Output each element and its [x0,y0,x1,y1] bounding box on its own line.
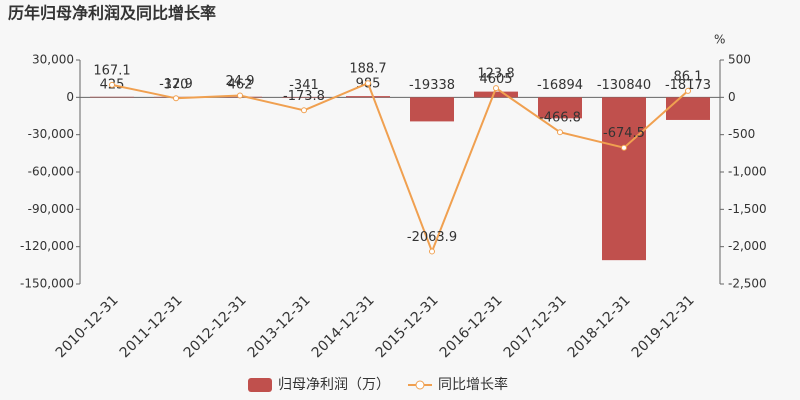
x-tick-label: 2011-12-31 [117,292,186,361]
y2-tick-label: -1,500 [728,202,767,216]
line-point [685,87,691,94]
line-value-label: 123.8 [477,67,514,82]
line-value-label: -12.9 [159,77,193,92]
bar-value-label: -341 [289,78,319,93]
bar [474,91,518,98]
bar [346,96,390,98]
chart-title: 历年归母净利润及同比增长率 [8,4,216,23]
line-value-label: 24.9 [226,74,255,89]
y2-tick-label: -2,500 [728,277,767,291]
x-tick-label: 2019-12-31 [629,292,698,361]
y2-tick-label: 500 [728,53,751,67]
bar [410,97,454,122]
bar-value-label: -130840 [597,78,651,93]
x-tick-label: 2010-12-31 [53,292,122,361]
line-point [365,80,371,87]
y-tick-label: -30,000 [28,127,74,141]
y-tick-label: -120,000 [20,239,74,253]
line-value-label: 188.7 [349,62,386,77]
x-tick-label: 2017-12-31 [501,292,570,361]
x-tick-label: 2016-12-31 [437,292,506,361]
bar-value-label: -19338 [409,78,455,93]
bar [602,97,646,261]
line [111,81,689,255]
legend-label: 归母净利润（万） [278,376,390,393]
x-tick-label: 2015-12-31 [373,292,442,361]
y-tick-label: -60,000 [28,165,74,179]
x-tick-label: 2014-12-31 [309,292,378,361]
line-value-label: -674.5 [603,126,645,141]
line-point [621,144,627,151]
line-point [557,129,563,136]
y2-tick-label: -1,000 [728,165,767,179]
line-point [493,85,499,92]
bar [538,97,582,119]
bar [666,97,710,120]
y2-tick-label: -2,000 [728,239,767,253]
bar-value-label: -18173 [665,78,711,93]
bar [90,96,134,98]
x-tick-label: 2013-12-31 [245,292,314,361]
line-point [109,81,115,88]
y2-tick-label: 0 [728,90,736,104]
bar-value-label: 4605 [479,72,512,87]
line-value-label: -173.8 [283,89,325,104]
x-tick-label: 2012-12-31 [181,292,250,361]
bar-value-label: 370 [164,77,189,92]
y-tick-label: -150,000 [20,277,74,291]
line-point [237,92,243,99]
y2-unit: % [714,33,725,47]
legend-label: 同比增长率 [438,376,508,393]
line-point [173,95,179,102]
line-value-label: 86.1 [674,69,703,84]
x-tick-label: 2018-12-31 [565,292,634,361]
line-value-label: 167.1 [93,63,130,78]
y2-tick-label: -500 [728,127,755,141]
legend-swatch [415,380,425,390]
line-point [429,248,435,255]
bar-value-label: 462 [228,77,253,92]
y-tick-label: 30,000 [32,53,74,67]
y-tick-label: 0 [66,90,74,104]
line-value-label: -466.8 [539,111,581,126]
line-value-label: -2063.9 [407,230,457,245]
line-point [301,107,307,114]
bar-value-label: -16894 [537,78,583,93]
legend-swatch [248,378,272,392]
y-tick-label: -90,000 [28,202,74,216]
